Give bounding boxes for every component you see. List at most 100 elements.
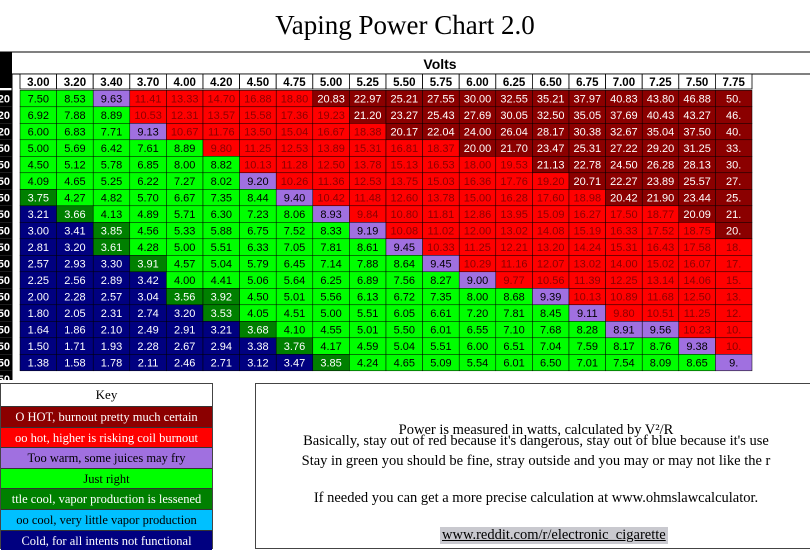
ohm-label-cell xyxy=(0,337,12,355)
data-label: 4.65 xyxy=(394,357,415,369)
data-label: 21. xyxy=(726,209,741,221)
data-label: 9.45 xyxy=(394,242,415,254)
data-label: 3.68 xyxy=(247,324,268,336)
data-label: 6.01 xyxy=(503,357,524,369)
data-label: 30.00 xyxy=(464,93,492,105)
volt-tick-label: 6.25 xyxy=(503,77,526,89)
data-label: 50. xyxy=(726,93,741,105)
data-label: 17.52 xyxy=(647,225,675,237)
ohm-tick-label: 50 xyxy=(0,374,10,380)
key-item: ttle cool, vapor production is lessened xyxy=(1,488,212,509)
data-label: 5.71 xyxy=(174,209,195,221)
data-label: 16.28 xyxy=(500,192,528,204)
data-label: 6.30 xyxy=(211,209,232,221)
data-label: 4.50 xyxy=(28,159,49,171)
data-label: 4.10 xyxy=(284,324,305,336)
data-label: 7.01 xyxy=(577,357,598,369)
data-label: 28.13 xyxy=(683,159,711,171)
data-label: 5.78 xyxy=(101,159,122,171)
volt-tick-label: 3.40 xyxy=(100,77,122,89)
key-title: Key xyxy=(95,387,118,402)
data-label: 4.24 xyxy=(357,357,378,369)
data-label: 6.45 xyxy=(284,258,305,270)
data-label: 3.04 xyxy=(137,291,158,303)
data-label: 7.05 xyxy=(284,242,305,254)
data-label: 13.78 xyxy=(354,159,382,171)
data-label: 1.50 xyxy=(28,341,49,353)
data-label: 5.69 xyxy=(64,143,85,155)
key-item: Too warm, some juices may fry xyxy=(1,447,212,468)
volt-tick-label: 4.00 xyxy=(174,77,196,89)
data-label: 4.05 xyxy=(247,308,268,320)
data-label: 2.25 xyxy=(28,275,49,287)
data-label: 20.17 xyxy=(391,126,419,138)
data-label: 8.89 xyxy=(174,143,195,155)
data-label: 2.46 xyxy=(174,357,195,369)
data-label: 21.20 xyxy=(354,110,382,122)
data-label: 6.51 xyxy=(503,341,524,353)
ohm-label-cell xyxy=(0,139,12,157)
data-label: 13.14 xyxy=(647,275,675,287)
ohm-tick-label: 50 xyxy=(0,357,10,369)
data-label: 4.55 xyxy=(320,324,341,336)
data-label: 8.76 xyxy=(650,341,671,353)
data-label: 3.30 xyxy=(101,258,122,270)
volts-axis-label: Volts xyxy=(423,56,456,72)
reddit-link[interactable]: www.reddit.com/r/electronic_cigarette xyxy=(440,527,668,544)
data-label: 17.36 xyxy=(281,110,309,122)
data-label: 9.80 xyxy=(211,143,232,155)
data-label: 7.68 xyxy=(540,324,561,336)
data-label: 2.93 xyxy=(64,258,85,270)
data-label: 12.07 xyxy=(537,258,565,270)
ohm-tick-label: 50 xyxy=(0,159,10,171)
data-label: 3.75 xyxy=(28,192,49,204)
data-label: 18. xyxy=(726,242,741,254)
data-label: 2.31 xyxy=(101,308,122,320)
data-label: 7.50 xyxy=(28,93,49,105)
data-label: 5.01 xyxy=(284,291,305,303)
data-label: 25.57 xyxy=(683,176,711,188)
data-label: 3.85 xyxy=(320,357,341,369)
volt-tick-label: 3.00 xyxy=(27,77,49,89)
data-label: 9.19 xyxy=(357,225,378,237)
data-label: 4.56 xyxy=(137,225,158,237)
data-label: 4.13 xyxy=(101,209,122,221)
data-label: 25.31 xyxy=(574,143,602,155)
notes-advice-1: Basically, stay out of red because it's … xyxy=(303,433,769,449)
data-label: 15.31 xyxy=(610,242,638,254)
data-label: 12. xyxy=(726,308,741,320)
data-label: 30.05 xyxy=(500,110,528,122)
data-label: 9.45 xyxy=(430,258,451,270)
data-label: 18.38 xyxy=(354,126,382,138)
data-label: 19.23 xyxy=(317,110,345,122)
data-label: 19.20 xyxy=(537,176,565,188)
data-label: 7.10 xyxy=(503,324,524,336)
data-label: 13.50 xyxy=(244,126,272,138)
data-label: 20.83 xyxy=(317,93,345,105)
ohm-label-cell xyxy=(0,222,12,239)
data-label: 9.13 xyxy=(137,126,158,138)
data-label: 12.50 xyxy=(317,159,345,171)
data-label: 7.04 xyxy=(540,341,561,353)
data-label: 10.23 xyxy=(683,324,711,336)
volt-tick-label: 4.75 xyxy=(283,77,306,89)
data-label: 7.81 xyxy=(320,242,341,254)
data-label: 2.28 xyxy=(137,341,158,353)
data-label: 32.55 xyxy=(500,93,528,105)
data-label: 5.25 xyxy=(101,176,122,188)
volt-tick-label: 6.50 xyxy=(540,77,562,89)
data-label: 2.74 xyxy=(137,308,158,320)
volt-tick-label: 4.50 xyxy=(247,77,269,89)
data-label: 10. xyxy=(726,341,741,353)
volt-tick-label: 5.25 xyxy=(357,77,380,89)
data-label: 11.76 xyxy=(208,126,235,138)
data-label: 2.49 xyxy=(137,324,158,336)
ohm-tick-label: 20 xyxy=(0,126,10,138)
data-label: 6.89 xyxy=(357,275,378,287)
notes-calculator: If needed you can get a more precise cal… xyxy=(313,490,759,506)
key-item: oo hot, higher is risking coil burnout xyxy=(1,426,212,448)
data-label: 13. xyxy=(726,291,741,303)
data-label: 23.27 xyxy=(391,110,419,122)
data-label: 32.67 xyxy=(610,126,638,138)
data-label: 3.47 xyxy=(284,357,305,369)
